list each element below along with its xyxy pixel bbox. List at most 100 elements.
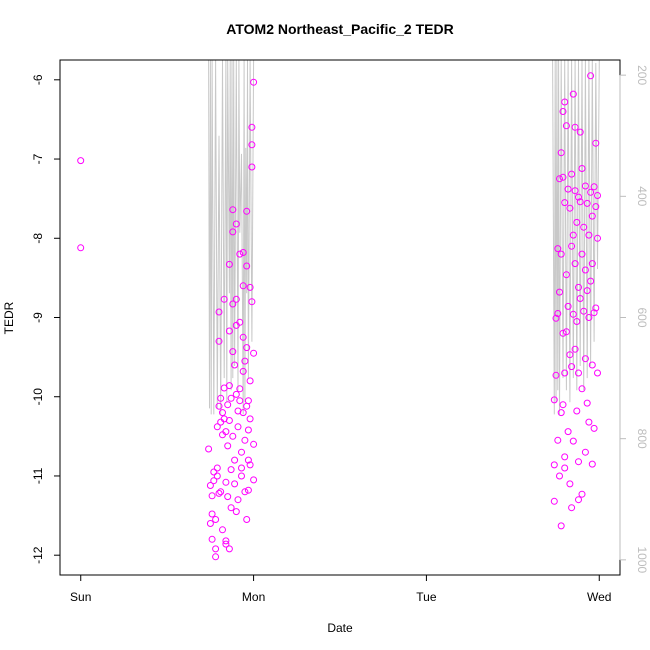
x-tick-label: Mon xyxy=(242,590,265,604)
data-point xyxy=(592,203,600,211)
data-point xyxy=(250,349,258,357)
y-axis-label: TEDR xyxy=(2,301,16,334)
data-point xyxy=(592,139,600,147)
data-point xyxy=(557,250,565,258)
data-point xyxy=(581,266,589,274)
depth-line xyxy=(208,59,600,415)
data-point xyxy=(573,407,581,415)
data-point xyxy=(250,440,258,448)
data-point xyxy=(566,204,574,212)
data-point xyxy=(559,329,567,337)
data-point xyxy=(594,234,601,242)
data-point xyxy=(208,535,216,543)
data-point xyxy=(550,497,558,505)
data-point xyxy=(568,363,576,371)
y-tick-label: -11 xyxy=(31,467,45,484)
data-point xyxy=(583,287,591,295)
data-point xyxy=(576,128,584,136)
data-point xyxy=(573,218,581,226)
data-point xyxy=(215,308,223,316)
data-point xyxy=(587,188,595,196)
data-point xyxy=(222,478,230,486)
data-point xyxy=(225,545,233,553)
data-point xyxy=(248,298,256,306)
data-point xyxy=(550,396,558,404)
data-point xyxy=(573,318,581,325)
data-point xyxy=(569,90,577,98)
data-point xyxy=(225,382,233,390)
y-tick-label: -6 xyxy=(31,74,45,85)
data-point xyxy=(590,183,598,191)
data-point xyxy=(583,399,591,407)
data-point xyxy=(561,98,569,106)
data-point xyxy=(213,472,221,480)
data-point xyxy=(234,423,242,431)
y-tick-label: -9 xyxy=(31,312,45,323)
data-point xyxy=(568,170,576,178)
data-point xyxy=(559,173,567,181)
data-point xyxy=(232,390,240,398)
data-point xyxy=(239,409,247,417)
data-point xyxy=(243,262,251,270)
data-point xyxy=(585,418,593,426)
data-point xyxy=(225,327,233,335)
x-tick-label: Tue xyxy=(416,590,437,604)
data-point xyxy=(227,394,235,402)
data-point xyxy=(241,357,249,365)
data-points xyxy=(77,72,601,561)
chart-title: ATOM2 Northeast_Pacific_2 TEDR xyxy=(226,21,453,37)
data-point xyxy=(575,193,582,201)
data-point xyxy=(205,445,213,453)
data-point xyxy=(225,260,233,268)
data-point xyxy=(552,314,560,322)
y2-tick-label: 200 xyxy=(635,65,649,85)
data-point xyxy=(569,437,577,445)
y-axis: -12 -11 -10 -9 -8 -7 -6 xyxy=(31,74,60,564)
data-point xyxy=(224,442,232,450)
data-point xyxy=(566,480,574,488)
data-point xyxy=(564,302,572,310)
data-point xyxy=(227,504,235,512)
data-point xyxy=(559,401,567,409)
x-axis-label: Date xyxy=(327,621,353,635)
data-point xyxy=(217,394,225,402)
data-point xyxy=(217,488,225,496)
data-point xyxy=(206,482,214,489)
data-point xyxy=(559,108,567,115)
data-point xyxy=(215,402,223,410)
data-point xyxy=(578,250,586,258)
data-point xyxy=(585,231,593,239)
y2-tick-label: 400 xyxy=(635,186,649,206)
y-tick-label: -8 xyxy=(31,233,45,244)
y2-tick-label: 800 xyxy=(635,429,649,449)
y2-tick-label: 1000 xyxy=(635,547,649,574)
data-point xyxy=(592,304,600,312)
data-point xyxy=(556,472,563,480)
data-point xyxy=(246,283,254,291)
data-point xyxy=(244,426,252,434)
data-point xyxy=(566,351,574,359)
data-point xyxy=(581,355,589,363)
data-point xyxy=(569,231,577,239)
data-point xyxy=(250,78,258,86)
data-point xyxy=(581,182,589,190)
data-point xyxy=(239,282,247,290)
data-point xyxy=(556,288,563,296)
data-point xyxy=(239,333,247,341)
data-point xyxy=(561,453,569,461)
data-point xyxy=(550,461,558,469)
data-point xyxy=(575,283,582,291)
data-point xyxy=(215,489,223,497)
data-point xyxy=(210,477,218,485)
data-point xyxy=(578,165,586,172)
data-point xyxy=(556,175,563,183)
data-point xyxy=(227,466,235,474)
data-point xyxy=(590,309,598,317)
data-point xyxy=(238,448,245,456)
data-point xyxy=(236,318,244,326)
data-point xyxy=(241,436,249,444)
data-point xyxy=(580,307,588,315)
data-point xyxy=(229,206,237,214)
y-tick-label: -12 xyxy=(31,546,45,564)
data-point xyxy=(588,212,596,220)
